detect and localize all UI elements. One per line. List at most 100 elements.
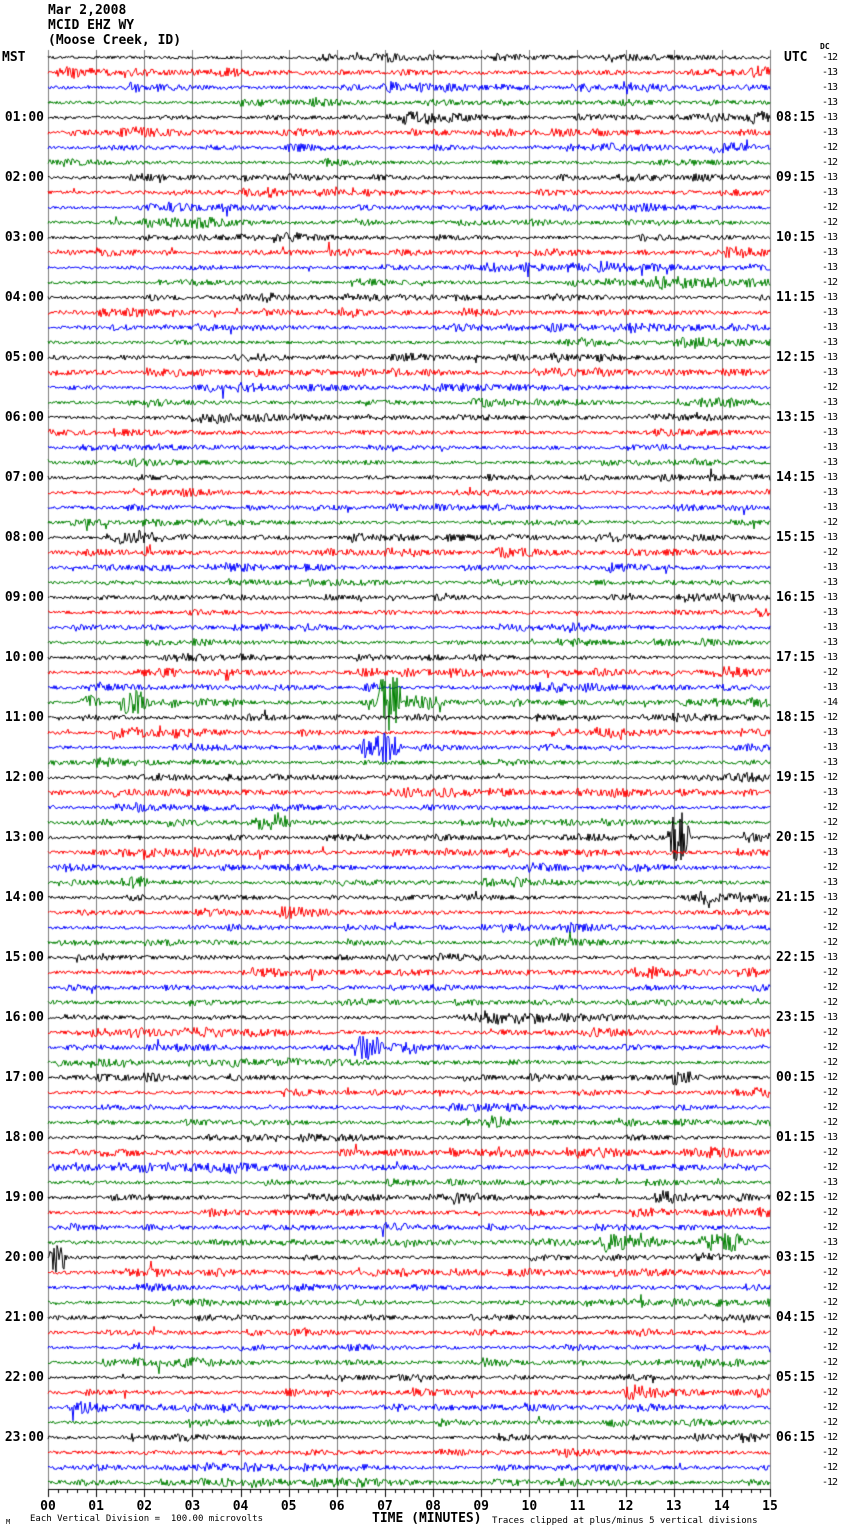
dc-offset-value: -13 <box>822 66 838 78</box>
dc-offset-value: -12 <box>822 1071 838 1083</box>
utc-time-label: 23:15 <box>776 1009 816 1025</box>
dc-offset-value: -12 <box>822 1206 838 1218</box>
mst-time-label: 11:00 <box>4 709 44 725</box>
utc-time-label: 00:15 <box>776 1069 816 1085</box>
utc-time-label: 05:15 <box>776 1369 816 1385</box>
dc-offset-value: -13 <box>822 111 838 123</box>
utc-time-label: 01:15 <box>776 1129 816 1145</box>
dc-offset-value: -12 <box>822 666 838 678</box>
dc-offset-value: -13 <box>822 291 838 303</box>
footer-scale-note: Each Vertical Division = 100.00 microvol… <box>30 1514 263 1524</box>
mst-time-label: 16:00 <box>4 1009 44 1025</box>
dc-offset-value: -13 <box>822 246 838 258</box>
utc-time-label: 09:15 <box>776 169 816 185</box>
dc-offset-value: -13 <box>822 846 838 858</box>
x-tick-label: 04 <box>232 1499 249 1514</box>
mst-time-label: 09:00 <box>4 589 44 605</box>
dc-offset-value: -13 <box>822 561 838 573</box>
dc-offset-value: -13 <box>822 186 838 198</box>
mst-time-label: 18:00 <box>4 1129 44 1145</box>
dc-offset-value: -13 <box>822 636 838 648</box>
utc-time-label: 13:15 <box>776 409 816 425</box>
dc-offset-value: -12 <box>822 1056 838 1068</box>
dc-offset-value: -13 <box>822 606 838 618</box>
dc-offset-value: -12 <box>822 1191 838 1203</box>
dc-offset-value: -12 <box>822 771 838 783</box>
mst-time-label: 08:00 <box>4 529 44 545</box>
dc-offset-value: -13 <box>822 681 838 693</box>
dc-offset-value: -12 <box>822 546 838 558</box>
dc-offset-value: -13 <box>822 786 838 798</box>
dc-offset-value: -13 <box>822 456 838 468</box>
dc-offset-value: -12 <box>822 861 838 873</box>
dc-offset-value: -13 <box>822 1131 838 1143</box>
x-tick-label: 03 <box>184 1499 201 1514</box>
dc-offset-value: -13 <box>822 741 838 753</box>
x-tick-label: 14 <box>714 1499 730 1514</box>
dc-offset-value: -12 <box>822 1341 838 1353</box>
mst-time-label: 19:00 <box>4 1189 44 1205</box>
mst-time-label: 02:00 <box>4 169 44 185</box>
x-tick-label: 00 <box>40 1499 56 1514</box>
dc-offset-value: -14 <box>822 696 838 708</box>
dc-offset-value: -13 <box>822 531 838 543</box>
dc-offset-value: -13 <box>822 96 838 108</box>
dc-offset-value: -12 <box>822 996 838 1008</box>
dc-offset-value: -13 <box>822 306 838 318</box>
utc-time-label: 17:15 <box>776 649 816 665</box>
mst-time-label: 04:00 <box>4 289 44 305</box>
corner-mark: M <box>6 1518 11 1526</box>
dc-offset-value: -12 <box>822 1461 838 1473</box>
dc-offset-value: -13 <box>822 261 838 273</box>
x-tick-label: 10 <box>521 1499 538 1514</box>
dc-offset-value: -12 <box>822 966 838 978</box>
utc-time-label: 19:15 <box>776 769 816 785</box>
utc-time-label: 10:15 <box>776 229 816 245</box>
dc-offset-value: -12 <box>822 1446 838 1458</box>
dc-offset-value: -13 <box>822 891 838 903</box>
mst-time-label: 06:00 <box>4 409 44 425</box>
dc-offset-value: -13 <box>822 171 838 183</box>
dc-offset-value: -12 <box>822 1386 838 1398</box>
utc-time-label: 16:15 <box>776 589 816 605</box>
mst-time-label: 05:00 <box>4 349 44 365</box>
dc-offset-value: -12 <box>822 1431 838 1443</box>
x-tick-label: 09 <box>473 1499 490 1514</box>
dc-offset-value: -13 <box>822 651 838 663</box>
dc-offset-value: -12 <box>822 1401 838 1413</box>
x-tick-label: 08 <box>425 1499 441 1514</box>
dc-offset-value: -12 <box>822 51 838 63</box>
x-tick-label: 13 <box>665 1499 682 1514</box>
dc-offset-value: -12 <box>822 216 838 228</box>
dc-offset-value: -13 <box>822 591 838 603</box>
utc-time-label: 12:15 <box>776 349 816 365</box>
dc-offset-value: -12 <box>822 1041 838 1053</box>
x-tick-label: 15 <box>762 1499 778 1514</box>
utc-time-label: 02:15 <box>776 1189 816 1205</box>
dc-offset-value: -12 <box>822 1161 838 1173</box>
dc-offset-value: -13 <box>822 486 838 498</box>
utc-time-label: 15:15 <box>776 529 816 545</box>
dc-offset-value: -12 <box>822 141 838 153</box>
dc-offset-value: -13 <box>822 231 838 243</box>
dc-offset-value: -13 <box>822 726 838 738</box>
dc-offset-value: -13 <box>822 366 838 378</box>
dc-offset-value: -12 <box>822 1371 838 1383</box>
mst-time-label: 20:00 <box>4 1249 44 1265</box>
dc-offset-value: -13 <box>822 426 838 438</box>
utc-time-label: 18:15 <box>776 709 816 725</box>
dc-offset-value: -13 <box>822 1236 838 1248</box>
utc-time-label: 14:15 <box>776 469 816 485</box>
dc-offset-value: -12 <box>822 1086 838 1098</box>
mst-time-label: 14:00 <box>4 889 44 905</box>
mst-time-label: 03:00 <box>4 229 44 245</box>
dc-offset-value: -12 <box>822 981 838 993</box>
dc-offset-value: -12 <box>822 516 838 528</box>
dc-offset-value: -12 <box>822 816 838 828</box>
dc-offset-value: -13 <box>822 756 838 768</box>
dc-offset-value: -12 <box>822 1356 838 1368</box>
dc-offset-value: -12 <box>822 1416 838 1428</box>
x-axis-title: TIME (MINUTES) <box>372 1511 482 1526</box>
dc-offset-value: -12 <box>822 1146 838 1158</box>
